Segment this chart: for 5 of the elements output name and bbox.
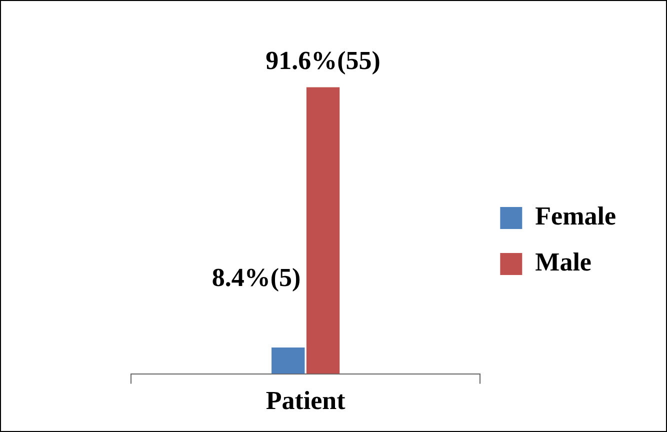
x-tick-label: Patient — [266, 386, 346, 416]
legend-label: Male — [535, 248, 592, 277]
legend-label: Female — [535, 202, 616, 231]
data-label: 91.6%(55) — [266, 46, 380, 75]
data-label: 8.4%(5) — [212, 263, 301, 292]
